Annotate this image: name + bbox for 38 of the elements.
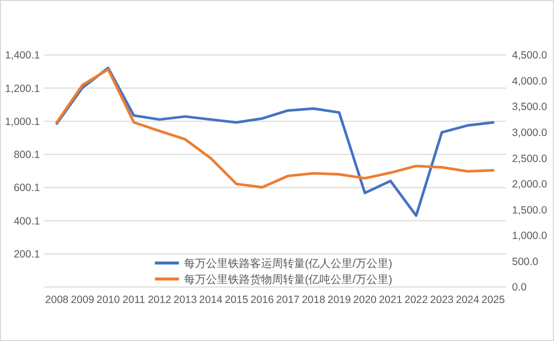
x-tick-label: 2022 <box>404 294 428 306</box>
legend-label: 每万公里铁路客运周转量(亿人公里/万公里) <box>184 256 392 270</box>
x-tick-label: 2019 <box>327 294 352 306</box>
y2-tick-label: 0.0 <box>512 282 527 294</box>
x-tick-label: 2024 <box>456 294 480 306</box>
y2-tick-label: 2,000.0 <box>512 178 548 191</box>
x-tick-label: 2020 <box>353 294 377 306</box>
x-tick-label: 2015 <box>224 294 248 306</box>
x-tick-label: 2013 <box>173 294 198 306</box>
legend-label: 每万公里铁路货物周转量(亿吨公里/万公里) <box>184 272 392 286</box>
y-tick-label: 1,400.1 <box>4 50 40 62</box>
y-tick-label: 200.1 <box>14 248 40 261</box>
y-tick-label: 600.1 <box>14 182 40 194</box>
y-tick-label: 800.1 <box>14 149 40 162</box>
y2-tick-label: 4,000.0 <box>512 75 548 88</box>
x-tick-label: 2012 <box>148 294 172 306</box>
y-tick-label: 1,200.1 <box>4 82 40 95</box>
x-tick-label: 2018 <box>302 294 326 306</box>
line-series <box>56 68 494 189</box>
y-tick-label: 1,000.1 <box>4 116 40 128</box>
y2-tick-label: 3,500.0 <box>512 101 548 114</box>
x-tick-label: 2010 <box>96 294 120 306</box>
x-tick-label: 2025 <box>481 294 506 306</box>
x-tick-label: 2009 <box>70 294 94 306</box>
x-tick-label: 2017 <box>276 294 300 306</box>
x-tick-label: 2014 <box>199 294 223 306</box>
x-tick-label: 2021 <box>378 294 402 306</box>
y2-tick-label: 4,500.0 <box>512 50 548 62</box>
y-tick-label: 400.1 <box>14 215 40 228</box>
x-tick-label: 2008 <box>45 294 69 306</box>
y2-tick-label: 500.0 <box>512 256 538 268</box>
y2-tick-label: 1,500.0 <box>512 204 548 216</box>
y2-tick-label: 3,000.0 <box>512 127 548 140</box>
x-tick-label: 2016 <box>250 294 274 306</box>
y2-tick-label: 2,500.0 <box>512 152 548 165</box>
y2-tick-label: 1,000.0 <box>512 230 548 242</box>
x-tick-label: 2023 <box>430 294 454 306</box>
x-tick-label: 2011 <box>122 294 146 306</box>
